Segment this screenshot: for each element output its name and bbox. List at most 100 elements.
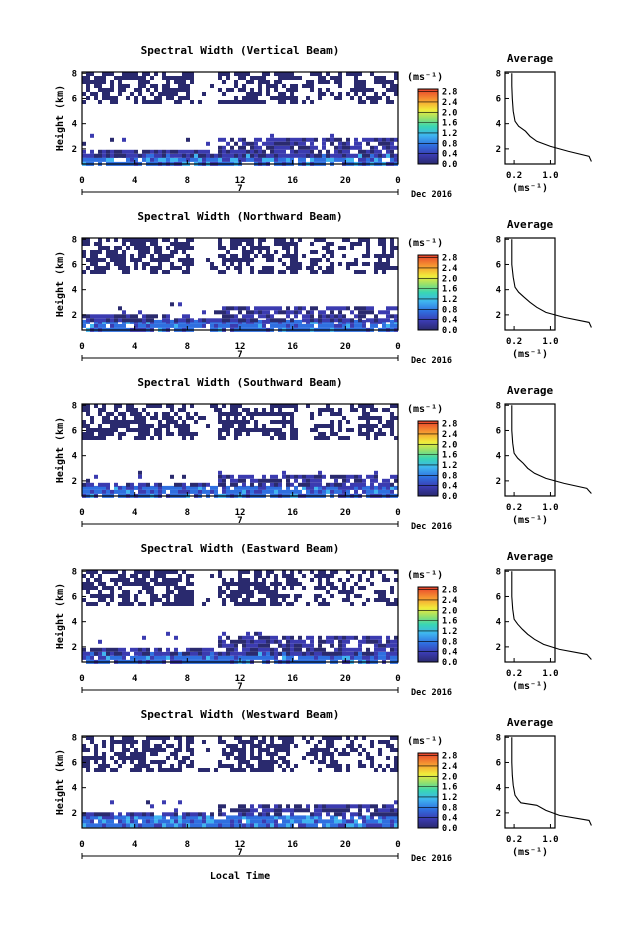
colorbar-tick-label: 1.6 bbox=[442, 783, 457, 793]
heatmap-cell bbox=[110, 318, 114, 323]
heatmap-cell bbox=[298, 647, 302, 652]
heatmap-cell bbox=[102, 153, 106, 158]
heatmap-cell bbox=[90, 436, 94, 440]
heatmap-cell bbox=[366, 819, 370, 824]
y-axis-label: Height (km) bbox=[54, 251, 66, 317]
heatmap-cell bbox=[230, 258, 234, 262]
average-x-label: (ms⁻¹) bbox=[512, 349, 548, 360]
heatmap-cell bbox=[342, 157, 346, 162]
heatmap-cell bbox=[366, 149, 370, 154]
day-label: 7 bbox=[237, 848, 242, 858]
heatmap-cell bbox=[142, 482, 146, 487]
heatmap-cell bbox=[370, 100, 374, 104]
panel-westward: Spectral Width (Westward Beam)2468Height… bbox=[54, 708, 592, 864]
heatmap-cell bbox=[146, 424, 150, 428]
heatmap-cell bbox=[238, 258, 242, 262]
heatmap-cell bbox=[334, 748, 338, 752]
heatmap-cell bbox=[318, 432, 322, 436]
heatmap-cell bbox=[154, 323, 158, 328]
heatmap-cell bbox=[142, 266, 146, 270]
heatmap-cell bbox=[162, 582, 166, 586]
heatmap-cell bbox=[274, 420, 278, 424]
heatmap-cell bbox=[370, 760, 374, 764]
heatmap-cell bbox=[306, 149, 310, 154]
heatmap-cell bbox=[162, 270, 166, 274]
heatmap-cell bbox=[246, 808, 250, 813]
heatmap-cell bbox=[362, 823, 366, 828]
heatmap-cell bbox=[330, 323, 334, 328]
heatmap-cell bbox=[134, 570, 138, 574]
heatmap-cell bbox=[386, 323, 390, 328]
heatmap-cell bbox=[82, 812, 86, 817]
heatmap-cell bbox=[338, 436, 342, 440]
heatmap-cell bbox=[150, 768, 154, 772]
heatmap-cell bbox=[250, 474, 254, 479]
heatmap-cell bbox=[214, 768, 218, 772]
heatmap-cell bbox=[222, 819, 226, 824]
heatmap-cell bbox=[366, 306, 370, 311]
heatmap-cell bbox=[170, 262, 174, 266]
heatmap-cell bbox=[326, 250, 330, 254]
heatmap-cell bbox=[306, 478, 310, 483]
heatmap-cell bbox=[234, 485, 238, 490]
heatmap-cell bbox=[374, 812, 378, 817]
heatmap-cell bbox=[110, 748, 114, 752]
heatmap-cell bbox=[298, 823, 302, 828]
heatmap-cell bbox=[226, 586, 230, 590]
heatmap-cell bbox=[334, 812, 338, 817]
heatmap-cell bbox=[342, 748, 346, 752]
heatmap-cell bbox=[390, 736, 394, 740]
heatmap-cell bbox=[94, 647, 98, 652]
heatmap-cell bbox=[254, 420, 258, 424]
heatmap-cell bbox=[298, 266, 302, 270]
average-frame bbox=[504, 71, 556, 165]
heatmap-cell bbox=[354, 92, 358, 96]
heatmap-cell bbox=[202, 647, 206, 652]
heatmap-cell bbox=[286, 254, 290, 258]
heatmap-cell bbox=[82, 764, 86, 768]
heatmap-cell bbox=[134, 258, 138, 262]
heatmap-cell bbox=[330, 635, 334, 640]
average-y-tick-label: 6 bbox=[496, 426, 501, 436]
heatmap-cell bbox=[258, 88, 262, 92]
heatmap-cell bbox=[186, 242, 190, 246]
heatmap-cell bbox=[142, 756, 146, 760]
heatmap-cell bbox=[274, 96, 278, 100]
heatmap-cell bbox=[138, 812, 142, 817]
heatmap-cell bbox=[338, 764, 342, 768]
heatmap-cell bbox=[362, 748, 366, 752]
heatmap-cell bbox=[298, 815, 302, 820]
heatmap-cell bbox=[310, 474, 314, 479]
heatmap-cell bbox=[82, 270, 86, 274]
heatmap-cell bbox=[318, 153, 322, 158]
heatmap-cell bbox=[386, 149, 390, 154]
heatmap-cell bbox=[298, 651, 302, 656]
heatmap-cell bbox=[350, 655, 354, 660]
heatmap-cell bbox=[258, 157, 262, 162]
heatmap-cell bbox=[158, 424, 162, 428]
heatmap-cell bbox=[226, 474, 230, 479]
heatmap-cell bbox=[278, 812, 282, 817]
heatmap-cell bbox=[242, 812, 246, 817]
heatmap-cell bbox=[318, 740, 322, 744]
heatmap-cell bbox=[382, 84, 386, 88]
heatmap-cell bbox=[362, 424, 366, 428]
heatmap-cell bbox=[86, 72, 90, 76]
heatmap-cell bbox=[222, 254, 226, 258]
heatmap-cell bbox=[154, 815, 158, 820]
heatmap-cell bbox=[314, 598, 318, 602]
heatmap-cell bbox=[338, 420, 342, 424]
heatmap-cell bbox=[186, 412, 190, 416]
x-tick-label: 20 bbox=[340, 176, 351, 186]
heatmap-cell bbox=[346, 804, 350, 809]
day-label: 7 bbox=[237, 350, 242, 360]
heatmap-cell bbox=[138, 582, 142, 586]
heatmap-cell bbox=[170, 153, 174, 158]
heatmap-cell bbox=[98, 489, 102, 494]
heatmap-cell bbox=[134, 157, 138, 162]
heatmap-cell bbox=[122, 740, 126, 744]
heatmap-cell bbox=[382, 310, 386, 315]
heatmap-cell bbox=[322, 76, 326, 80]
heatmap-cell bbox=[314, 651, 318, 656]
heatmap-cell bbox=[226, 764, 230, 768]
